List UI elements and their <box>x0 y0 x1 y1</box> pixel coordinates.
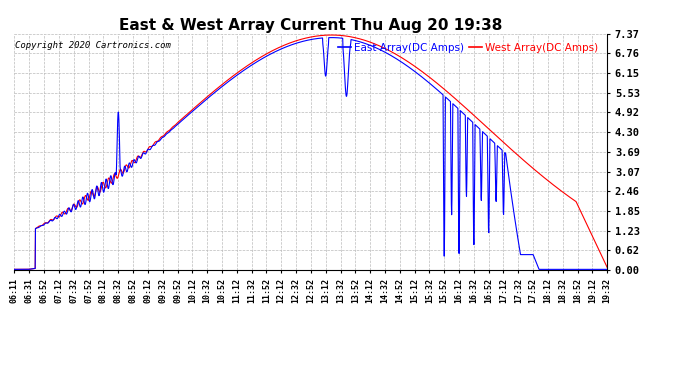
Text: Copyright 2020 Cartronics.com: Copyright 2020 Cartronics.com <box>15 41 171 50</box>
Legend: East Array(DC Amps), West Array(DC Amps): East Array(DC Amps), West Array(DC Amps) <box>334 39 602 57</box>
Title: East & West Array Current Thu Aug 20 19:38: East & West Array Current Thu Aug 20 19:… <box>119 18 502 33</box>
